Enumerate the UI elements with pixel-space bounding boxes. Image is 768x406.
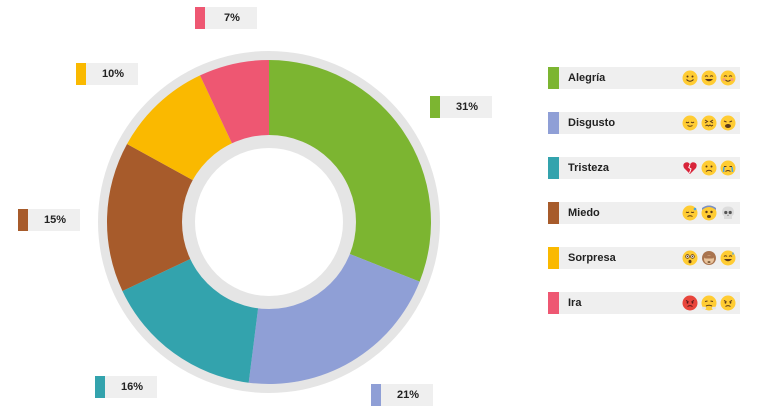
- legend-label: Disgusto: [568, 117, 616, 129]
- value-label-disgusto: 21%: [371, 384, 433, 406]
- legend-icons: [682, 249, 736, 267]
- steam-nose-face-icon: [701, 295, 717, 311]
- legend-icons: [682, 159, 736, 177]
- weary-face-icon: [720, 115, 736, 131]
- astonished-face-icon: [682, 250, 698, 266]
- value-label-miedo: 15%: [18, 209, 80, 231]
- legend-label: Sorpresa: [568, 252, 616, 264]
- slice-miedo: [106, 143, 199, 291]
- legend-item-disgusto: Disgusto: [548, 112, 740, 134]
- legend-swatch: [548, 202, 559, 224]
- slice-ira: [200, 60, 269, 150]
- legend-swatch: [548, 247, 559, 269]
- legend-swatch: [548, 292, 559, 314]
- legend-label: Ira: [568, 297, 582, 309]
- legend-item-miedo: Miedo: [548, 202, 740, 224]
- skull-icon: [722, 206, 734, 219]
- relieved-face-icon: [682, 115, 698, 131]
- value-label-text: 16%: [120, 381, 144, 393]
- legend-icons: [682, 204, 736, 222]
- confounded-face-icon: [701, 115, 717, 131]
- smiling-face-icon: [682, 70, 698, 86]
- legend-item-tristeza: Tristeza: [548, 157, 740, 179]
- grinning-face-icon: [701, 70, 717, 86]
- broken-heart-icon: [683, 162, 697, 174]
- value-label-swatch: [18, 209, 28, 231]
- value-label-sorpresa: 10%: [76, 63, 138, 85]
- legend-label: Tristeza: [568, 162, 609, 174]
- blushing-face-icon: [720, 70, 736, 86]
- value-label-ira: 7%: [195, 7, 257, 29]
- fearful-face-icon: [701, 205, 717, 221]
- value-label-text: 10%: [101, 68, 125, 80]
- slightly-frowning-face-icon: [701, 160, 717, 176]
- donut-hole: [195, 148, 343, 296]
- legend-label: Alegría: [568, 72, 606, 84]
- legend: Alegría Disgusto Tristeza Miedo: [548, 67, 740, 337]
- value-label-text: 7%: [224, 12, 240, 24]
- pouting-face-icon: [682, 295, 698, 311]
- legend-item-ira: Ira: [548, 292, 740, 314]
- value-label-text: 15%: [43, 214, 67, 226]
- legend-icons: [682, 69, 736, 87]
- legend-label: Miedo: [568, 207, 600, 219]
- value-label-swatch: [76, 63, 86, 85]
- grinning-sweat-face-icon: [720, 250, 736, 266]
- see-no-evil-monkey-icon: [702, 251, 716, 265]
- legend-swatch: [548, 157, 559, 179]
- legend-item-alegria: Alegría: [548, 67, 740, 89]
- value-label-swatch: [95, 376, 105, 398]
- value-label-alegria: 31%: [430, 96, 492, 118]
- value-label-swatch: [195, 7, 205, 29]
- angry-face-icon: [720, 295, 736, 311]
- legend-icons: [682, 114, 736, 132]
- legend-swatch: [548, 67, 559, 89]
- value-label-text: 31%: [455, 101, 479, 113]
- slice-alegria: [269, 60, 431, 282]
- value-label-swatch: [430, 96, 440, 118]
- value-label-tristeza: 16%: [95, 376, 157, 398]
- slice-tristeza: [122, 256, 259, 383]
- legend-item-sorpresa: Sorpresa: [548, 247, 740, 269]
- disappointed-relieved-face-icon: [682, 205, 698, 221]
- slice-sorpresa: [127, 75, 235, 184]
- slice-disgusto: [248, 251, 420, 384]
- crying-face-icon: [720, 160, 736, 176]
- legend-swatch: [548, 112, 559, 134]
- value-label-swatch: [371, 384, 381, 406]
- legend-icons: [682, 294, 736, 312]
- value-label-text: 21%: [396, 389, 420, 401]
